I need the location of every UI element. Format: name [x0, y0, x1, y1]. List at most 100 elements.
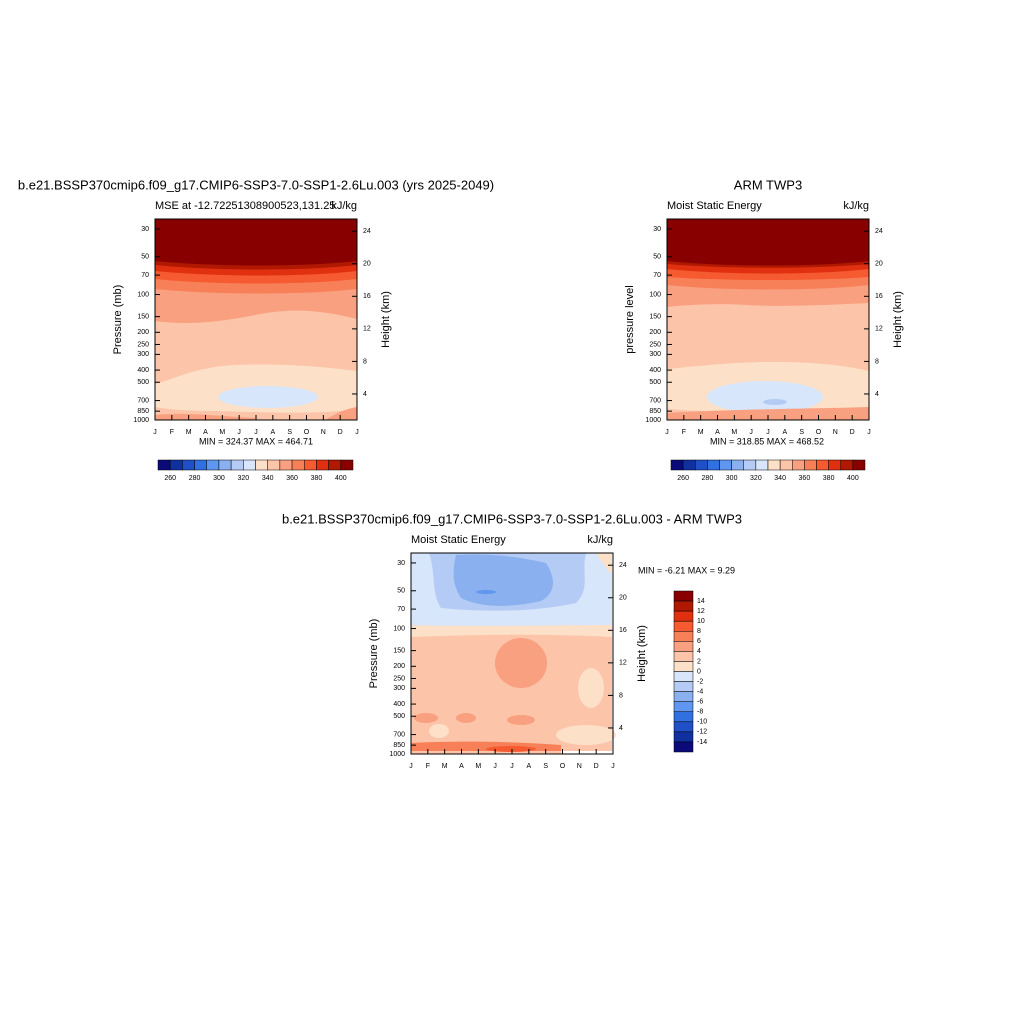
x-tick-label: D — [594, 763, 599, 770]
colorbar-box — [243, 459, 256, 471]
x-tick-label: N — [833, 429, 838, 436]
x-tick-label: J — [493, 763, 497, 770]
min-max-annotation: MIN = 318.85 MAX = 468.52 — [710, 436, 824, 446]
colorbar-box — [779, 459, 793, 471]
colorbar-box — [157, 459, 171, 471]
y-tick-label: 500 — [137, 379, 149, 386]
y-tick-label: 30 — [397, 560, 405, 567]
colorbar-box — [743, 459, 757, 471]
x-tick-label: M — [219, 429, 225, 436]
y2-tick-label: 20 — [619, 595, 627, 602]
y2-tick-label: 24 — [363, 228, 371, 235]
x-tick-label: A — [715, 429, 720, 436]
colorbar-label: 400 — [335, 475, 347, 482]
colorbar-box — [852, 459, 866, 471]
x-tick-label: J — [611, 763, 615, 770]
colorbar-box — [804, 459, 817, 471]
y2-tick-label: 16 — [363, 293, 371, 300]
colorbar-label: 260 — [164, 475, 176, 482]
x-tick-label: J — [749, 429, 753, 436]
colorbar-label: 380 — [823, 475, 835, 482]
y2-tick-label: 4 — [875, 391, 879, 398]
colorbar-label: -8 — [697, 709, 703, 716]
y-tick-label: 700 — [649, 397, 661, 404]
x-tick-label: J — [355, 429, 359, 436]
colorbar-label: 12 — [697, 608, 705, 615]
y-tick-label: 500 — [393, 713, 405, 720]
x-tick-label: J — [409, 763, 413, 770]
colorbar-label: 320 — [750, 475, 762, 482]
colorbar-box — [816, 459, 829, 471]
colorbar-label: 340 — [262, 475, 274, 482]
y2-tick-label: 12 — [619, 660, 627, 667]
y2-tick-label: 16 — [875, 293, 883, 300]
colorbar-box — [673, 590, 694, 602]
colorbar-box — [673, 661, 694, 672]
colorbar-label: 260 — [677, 475, 689, 482]
colorbar-box — [673, 701, 694, 712]
colorbar-box — [707, 459, 720, 471]
y2-tick-label: 16 — [619, 627, 627, 634]
colorbar-label: -14 — [697, 739, 707, 746]
colorbar-box — [673, 600, 694, 612]
colorbar-box — [194, 459, 207, 471]
x-tick-label: O — [560, 763, 566, 770]
x-tick-label: M — [731, 429, 737, 436]
subtitle-left: Moist Static Energy — [667, 200, 762, 212]
colorbar-box — [682, 459, 696, 471]
y2-tick-label: 20 — [875, 261, 883, 268]
colorbar-box — [673, 631, 694, 642]
y-tick-label: 30 — [653, 226, 661, 233]
colorbar-label: 300 — [726, 475, 738, 482]
y-tick-label: 1000 — [645, 417, 661, 424]
colorbar-label: 380 — [311, 475, 323, 482]
x-tick-label: D — [850, 429, 855, 436]
y2-tick-label: 8 — [875, 358, 879, 365]
colorbar-box — [206, 459, 220, 471]
chart-title: b.e21.BSSP370cmip6.f09_g17.CMIP6-SSP3-7.… — [282, 511, 742, 526]
y-tick-label: 700 — [137, 397, 149, 404]
x-tick-label: A — [782, 429, 787, 436]
x-tick-label: D — [338, 429, 343, 436]
contour-field — [155, 219, 357, 420]
y-tick-label: 70 — [653, 272, 661, 279]
x-tick-label: M — [186, 429, 192, 436]
y-axis-label: pressure level — [624, 285, 636, 353]
chart-title: ARM TWP3 — [734, 177, 802, 192]
colorbar-box — [673, 671, 694, 682]
y-tick-label: 150 — [393, 647, 405, 654]
colorbar-box — [673, 721, 694, 733]
y-axis-label: Pressure (mb) — [112, 285, 124, 355]
y-axis-label: Pressure (mb) — [368, 619, 380, 689]
min-max-annotation: MIN = -6.21 MAX = 9.29 — [638, 565, 735, 575]
subtitle-right: kJ/kg — [331, 200, 357, 212]
colorbar-label: 280 — [189, 475, 201, 482]
x-tick-label: J — [867, 429, 871, 436]
y-tick-label: 50 — [653, 254, 661, 261]
colorbar-box — [792, 459, 805, 471]
colorbar-box — [767, 459, 781, 471]
colorbar-label: -6 — [697, 699, 703, 706]
y-tick-label: 300 — [137, 351, 149, 358]
y-tick-label: 50 — [397, 588, 405, 595]
colorbar-box — [670, 459, 684, 471]
y2-axis-label: Height (km) — [892, 291, 904, 348]
x-tick-label: J — [510, 763, 514, 770]
colorbar-box — [218, 459, 232, 471]
y-tick-label: 70 — [397, 606, 405, 613]
colorbar-label: -2 — [697, 678, 703, 685]
y-tick-label: 250 — [137, 341, 149, 348]
colorbar-label: 300 — [213, 475, 225, 482]
colorbar-box — [255, 459, 268, 471]
x-tick-label: N — [577, 763, 582, 770]
colorbar-box — [169, 459, 183, 471]
colorbar-label: 0 — [697, 668, 701, 675]
colorbar-box — [731, 459, 744, 471]
x-tick-label: J — [254, 429, 258, 436]
y-tick-label: 100 — [137, 291, 149, 298]
colorbar-label: 360 — [286, 475, 298, 482]
colorbar-box — [719, 459, 732, 471]
colorbar-label: 10 — [697, 618, 705, 625]
colorbar-label: 8 — [697, 628, 701, 635]
